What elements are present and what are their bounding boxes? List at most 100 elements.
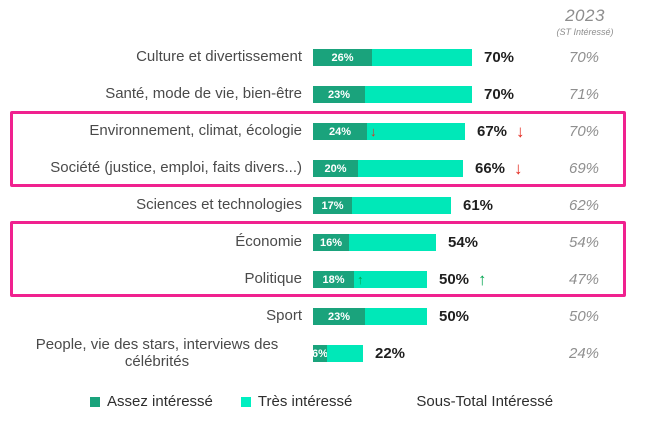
total-value-label: 54%	[448, 234, 479, 251]
bar-area: 6% 22%	[313, 345, 529, 362]
assez-value-label: 17%	[321, 199, 344, 212]
bar-area: 23% 70%	[313, 86, 529, 103]
chart-row: Environnement, climat, écologie 24% ↓ 67…	[0, 113, 647, 150]
assez-value-label: 24%	[328, 125, 352, 138]
assez-value-label: 16%	[319, 236, 343, 249]
total-value-label: 70%	[484, 86, 515, 103]
trend-down-icon: ↓	[516, 122, 525, 141]
trend-down-icon: ↓	[514, 159, 523, 178]
category-label: Santé, mode de vie, bien-être	[0, 85, 302, 103]
bar-area: 23% 50%	[313, 308, 529, 325]
st-value-label: 24%	[568, 345, 600, 362]
category-label-text: Économie	[235, 233, 302, 251]
chart-row: Sport 23% 50% 50%	[0, 298, 647, 335]
st-value-label: 71%	[568, 86, 600, 103]
bar: 6%	[313, 345, 363, 362]
st-value-label: 50%	[568, 308, 600, 325]
total-value-label: 50%	[439, 308, 470, 325]
bar-segment-assez: 26%	[313, 49, 372, 66]
assez-value-label: 20%	[324, 162, 347, 175]
bar-area: 16% 54%	[313, 234, 529, 251]
bar: 18% ↑	[313, 271, 427, 288]
bar: 23%	[313, 308, 427, 325]
bar-area: 18% ↑ 50% ↑	[313, 271, 529, 288]
category-label: Culture et divertissement	[0, 48, 302, 66]
st-value-label: 70%	[568, 49, 600, 66]
total-value-label: 70%	[484, 49, 515, 66]
total-value-label: 22%	[375, 345, 406, 362]
assez-value-label: 23%	[327, 88, 351, 101]
category-label: Politique	[0, 270, 302, 288]
trend-up-icon: ↑	[478, 270, 487, 289]
bar-segment-assez: 20%	[313, 160, 358, 177]
total-value-label: 61%	[463, 197, 494, 214]
category-label-text: Sciences et technologies	[136, 196, 302, 214]
bar: 24% ↓	[313, 123, 465, 140]
chart-rows: Culture et divertissement 26% 70% 70% Sa…	[0, 39, 647, 372]
st-value-label: 70%	[568, 123, 600, 140]
total-value-label: 67%	[477, 123, 508, 140]
assez-value-label: 26%	[331, 51, 354, 64]
chart-row: Sciences et technologies 17% 61% 62%	[0, 187, 647, 224]
assez-value-label: 18%	[322, 273, 345, 286]
st-value-label: 47%	[568, 271, 600, 288]
category-label: Sciences et technologies	[0, 196, 302, 214]
st-value-label: 54%	[568, 234, 600, 251]
bar: 26%	[313, 49, 472, 66]
category-label-text: Santé, mode de vie, bien-être	[105, 85, 302, 103]
chart-row: Économie 16% 54% 54%	[0, 224, 647, 261]
category-label: Société (justice, emploi, faits divers..…	[0, 159, 302, 177]
chart-row: Politique 18% ↑ 50% ↑ 47%	[0, 261, 647, 298]
chart-row: Société (justice, emploi, faits divers..…	[0, 150, 647, 187]
tres-swatch-icon	[240, 396, 251, 407]
total-value-label: 50%	[439, 271, 470, 288]
assez-value-label: 6%	[313, 347, 327, 360]
total-value-label: 66%	[475, 160, 506, 177]
bar-area: 24% ↓ 67% ↓	[313, 123, 529, 140]
bar-segment-assez: 18%	[313, 271, 354, 288]
legend-item-soustotal: Sous-Total Intéressé	[416, 393, 553, 410]
bar-segment-assez: 16%	[313, 234, 349, 251]
year-label: 2023	[565, 6, 605, 25]
assez-value-label: 23%	[327, 310, 351, 323]
bar-segment-assez: 23%	[313, 86, 365, 103]
chart-row: People, vie des stars, interviews des cé…	[0, 335, 647, 372]
category-label: Environnement, climat, écologie	[0, 122, 302, 140]
legend-item-tres: Très intéressé	[240, 393, 353, 410]
chart-row: Santé, mode de vie, bien-être 23% 70% 71…	[0, 76, 647, 113]
legend-label: Assez intéressé	[107, 393, 213, 410]
bar-segment-assez: 23%	[313, 308, 365, 325]
bar-segment-assez: 17%	[313, 197, 352, 214]
legend-item-assez: Assez intéressé	[90, 393, 213, 410]
bar-area: 17% 61%	[313, 197, 529, 214]
assez-swatch-icon	[90, 396, 100, 407]
category-label: Économie	[0, 233, 302, 251]
category-label-text: Politique	[244, 270, 302, 288]
legend: Assez intéressé Très intéressé Sous-Tota…	[90, 393, 553, 410]
trend-up-icon: ↑	[357, 272, 364, 287]
trend-down-icon: ↓	[370, 124, 377, 139]
legend-label: Très intéressé	[257, 393, 353, 410]
year-column-header: 2023 (ST Intéressé)	[529, 6, 641, 37]
st-value-label: 62%	[568, 197, 600, 214]
st-value-label: 69%	[568, 160, 600, 177]
bar-segment-assez: 6%	[313, 345, 327, 362]
bar-area: 20% 66% ↓	[313, 160, 529, 177]
category-label-text: People, vie des stars, interviews des cé…	[35, 335, 279, 370]
year-subtitle: (ST Intéressé)	[556, 27, 614, 37]
category-label-text: Société (justice, emploi, faits divers..…	[50, 159, 302, 177]
bar: 20%	[313, 160, 463, 177]
bar-area: 26% 70%	[313, 49, 529, 66]
legend-label: Sous-Total Intéressé	[416, 393, 554, 410]
bar-segment-assez: 24%	[313, 123, 367, 140]
bar: 17%	[313, 197, 451, 214]
bar: 23%	[313, 86, 472, 103]
bar: 16%	[313, 234, 436, 251]
category-label: People, vie des stars, interviews des cé…	[0, 335, 302, 371]
category-label: Sport	[0, 307, 302, 325]
chart-row: Culture et divertissement 26% 70% 70%	[0, 39, 647, 76]
category-label-text: Culture et divertissement	[136, 48, 302, 66]
category-label-text: Environnement, climat, écologie	[89, 122, 302, 140]
category-label-text: Sport	[266, 307, 302, 325]
